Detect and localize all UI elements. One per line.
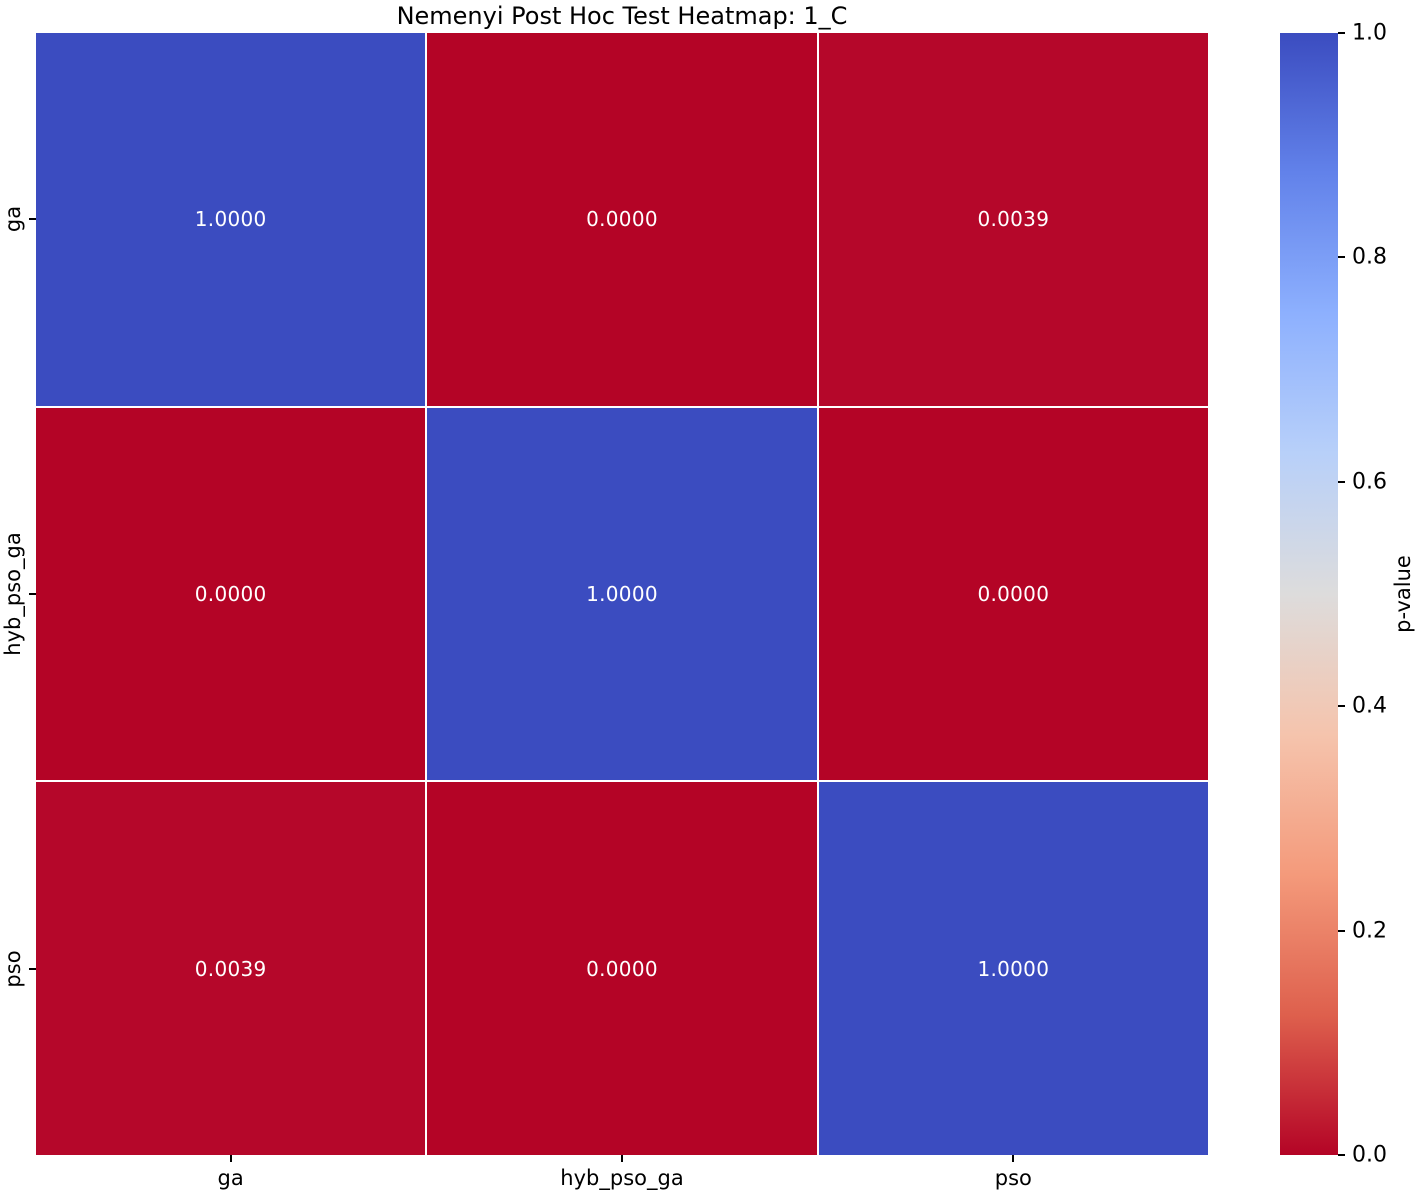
- colorbar-tick-label-0.2: 0.2: [1352, 918, 1387, 944]
- colorbar-tick-label-0.8: 0.8: [1352, 244, 1387, 270]
- colorbar-tick-mark: [1338, 256, 1345, 259]
- colorbar-tick-mark: [1338, 1154, 1345, 1156]
- y-axis-tick-mark: [29, 218, 36, 221]
- colorbar: [1280, 33, 1338, 1155]
- heatmap-cell-hyb_pso_ga-ga: 0.0000: [36, 407, 426, 781]
- heatmap-grid: 1.0000 0.0000 0.0039 0.0000 1.0000 0.0000 0.00…: [36, 33, 1208, 1155]
- heatmap-cell-pso-ga: 0.0039: [36, 782, 426, 1155]
- colorbar-axis-label: p-value: [1391, 555, 1415, 633]
- colorbar-tick-label-1.0: 1.0: [1352, 20, 1387, 46]
- y-axis-tick-label-hyb_pso_ga: hyb_pso_ga: [1, 532, 25, 656]
- y-axis-tick-label-ga: ga: [1, 206, 25, 233]
- x-axis-tick-mark: [621, 1155, 623, 1162]
- heatmap-cell-pso-hyb_pso_ga: 0.0000: [427, 782, 817, 1155]
- y-axis-tick-mark: [29, 967, 36, 970]
- colorbar-tick-mark: [1338, 929, 1345, 932]
- heatmap-cell-ga-hyb_pso_ga: 0.0000: [427, 33, 817, 406]
- x-axis-tick-label-hyb_pso_ga: hyb_pso_ga: [560, 1166, 684, 1190]
- heatmap-cell-pso-pso: 1.0000: [818, 782, 1208, 1155]
- y-axis-tick-label-pso: pso: [1, 950, 25, 988]
- colorbar-tick-label-0.4: 0.4: [1352, 693, 1387, 719]
- heatmap-cell-hyb_pso_ga-pso: 0.0000: [818, 407, 1208, 781]
- x-axis-tick-label-ga: ga: [217, 1166, 244, 1190]
- chart-title: Nemenyi Post Hoc Test Heatmap: 1_C: [396, 2, 848, 30]
- x-axis-tick-mark: [229, 1155, 232, 1162]
- y-axis-tick-mark: [29, 593, 36, 595]
- heatmap-cell-ga-ga: 1.0000: [36, 33, 426, 406]
- heatmap-cell-hyb_pso_ga-hyb_pso_ga: 1.0000: [427, 407, 817, 781]
- colorbar-tick-mark: [1338, 705, 1345, 708]
- colorbar-tick-label-0.6: 0.6: [1352, 469, 1387, 495]
- heatmap-cell-ga-pso: 0.0039: [818, 33, 1208, 406]
- colorbar-tick-label-0.0: 0.0: [1352, 1142, 1387, 1168]
- colorbar-tick-mark: [1338, 480, 1345, 483]
- x-axis-tick-label-pso: pso: [994, 1166, 1032, 1190]
- x-axis-tick-mark: [1012, 1155, 1015, 1162]
- colorbar-tick-mark: [1338, 32, 1345, 34]
